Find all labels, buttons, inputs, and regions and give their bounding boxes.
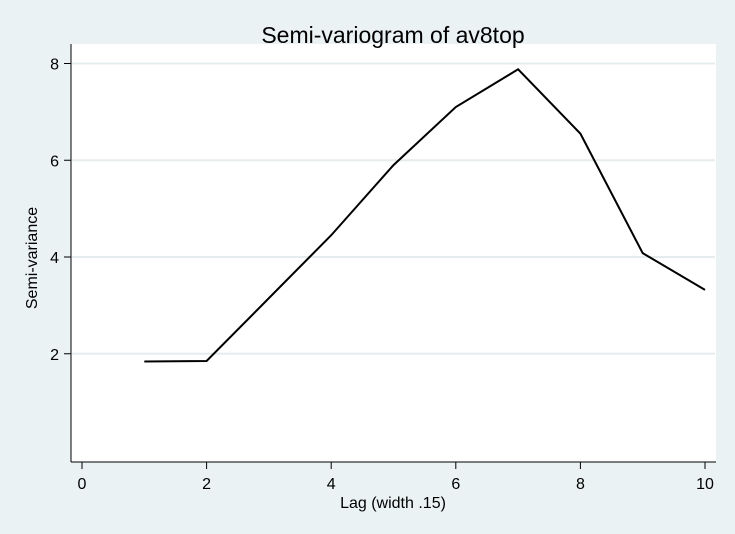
x-tick-label: 6	[451, 476, 460, 493]
x-tick-label: 4	[327, 476, 336, 493]
y-tick-label: 4	[50, 250, 59, 267]
grid-lines	[72, 62, 715, 355]
y-axis-label: Semi-variance	[24, 207, 41, 309]
y-tick-label: 2	[50, 347, 59, 364]
series-line	[144, 68, 706, 363]
y-tick-label: 6	[50, 153, 59, 170]
x-tick-label: 10	[696, 476, 714, 493]
x-ticks: 0 2 4 6 8 10	[78, 462, 714, 493]
plot-area	[71, 44, 716, 462]
chart-title: Semi-variogram of av8top	[261, 22, 524, 48]
x-tick-label: 8	[576, 476, 585, 493]
x-axis-label: Lag (width .15)	[340, 495, 446, 512]
y-ticks: 2 4 6 8	[50, 57, 71, 364]
series-layer	[144, 68, 706, 363]
x-tick-label: 0	[78, 476, 87, 493]
x-tick-label: 2	[202, 476, 211, 493]
y-tick-label: 8	[50, 57, 59, 74]
